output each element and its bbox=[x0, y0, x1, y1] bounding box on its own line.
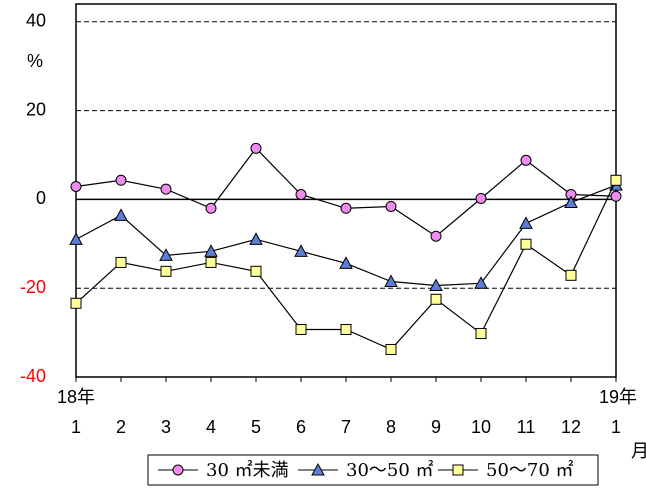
year-label: 18年 bbox=[57, 387, 95, 407]
legend-label: 30～50 ㎡ bbox=[346, 459, 434, 481]
marker bbox=[339, 256, 353, 269]
marker bbox=[430, 230, 442, 242]
marker bbox=[610, 190, 622, 202]
marker bbox=[70, 181, 82, 193]
marker bbox=[205, 202, 217, 214]
y-unit: % bbox=[27, 51, 43, 71]
marker bbox=[69, 232, 83, 245]
marker bbox=[430, 293, 442, 305]
x-tick-label: 1 bbox=[71, 417, 81, 437]
x-tick-label: 4 bbox=[206, 417, 216, 437]
marker bbox=[295, 323, 307, 335]
marker bbox=[249, 232, 263, 245]
marker bbox=[385, 343, 397, 355]
marker bbox=[250, 142, 262, 154]
marker bbox=[70, 297, 82, 309]
legend-label: 30 ㎡未満 bbox=[206, 459, 289, 481]
marker bbox=[564, 195, 578, 208]
x-tick-label: 1 bbox=[611, 417, 621, 437]
x-tick-label: 6 bbox=[296, 417, 306, 437]
marker bbox=[520, 238, 532, 250]
marker bbox=[429, 278, 443, 292]
x-tick-label: 10 bbox=[471, 417, 491, 437]
marker bbox=[250, 265, 262, 277]
y-tick-label: -20 bbox=[20, 277, 46, 297]
x-tick-label: 11 bbox=[517, 417, 536, 437]
marker bbox=[475, 192, 487, 204]
marker bbox=[452, 464, 464, 476]
y-tick-label: 0 bbox=[36, 188, 46, 208]
marker bbox=[474, 276, 488, 289]
plot-frame bbox=[75, 3, 617, 378]
x-tick-label: 8 bbox=[386, 417, 396, 437]
x-tick-label: 2 bbox=[116, 417, 126, 437]
y-tick-label: 40 bbox=[26, 11, 46, 31]
year-label: 19年 bbox=[599, 387, 637, 407]
marker bbox=[294, 244, 308, 257]
y-tick-label: 20 bbox=[26, 99, 46, 119]
marker bbox=[160, 183, 172, 195]
x-tick-label: 7 bbox=[341, 417, 351, 437]
marker bbox=[205, 256, 217, 268]
x-tick-label: 5 bbox=[251, 417, 261, 437]
marker bbox=[475, 327, 487, 339]
marker bbox=[115, 256, 127, 268]
marker bbox=[159, 248, 173, 261]
marker bbox=[520, 154, 532, 166]
series-line bbox=[75, 147, 617, 237]
marker bbox=[565, 269, 577, 281]
marker bbox=[610, 174, 622, 186]
marker bbox=[295, 188, 307, 200]
marker bbox=[114, 208, 128, 221]
marker bbox=[519, 216, 533, 229]
marker bbox=[311, 462, 325, 476]
marker bbox=[384, 274, 398, 288]
x-tick-label: 12 bbox=[561, 417, 581, 437]
x-unit: 月 bbox=[631, 441, 646, 461]
series-line bbox=[75, 184, 617, 287]
legend-label: 50～70 ㎡ bbox=[486, 459, 574, 481]
legend bbox=[147, 454, 599, 486]
marker bbox=[340, 323, 352, 335]
x-tick-label: 9 bbox=[431, 417, 441, 437]
y-tick-label: -40 bbox=[20, 366, 46, 386]
marker bbox=[115, 174, 127, 186]
marker bbox=[204, 244, 218, 257]
x-tick-label: 3 bbox=[161, 417, 171, 437]
marker bbox=[385, 200, 397, 212]
marker bbox=[340, 202, 352, 214]
marker bbox=[160, 265, 172, 277]
marker bbox=[172, 464, 184, 476]
